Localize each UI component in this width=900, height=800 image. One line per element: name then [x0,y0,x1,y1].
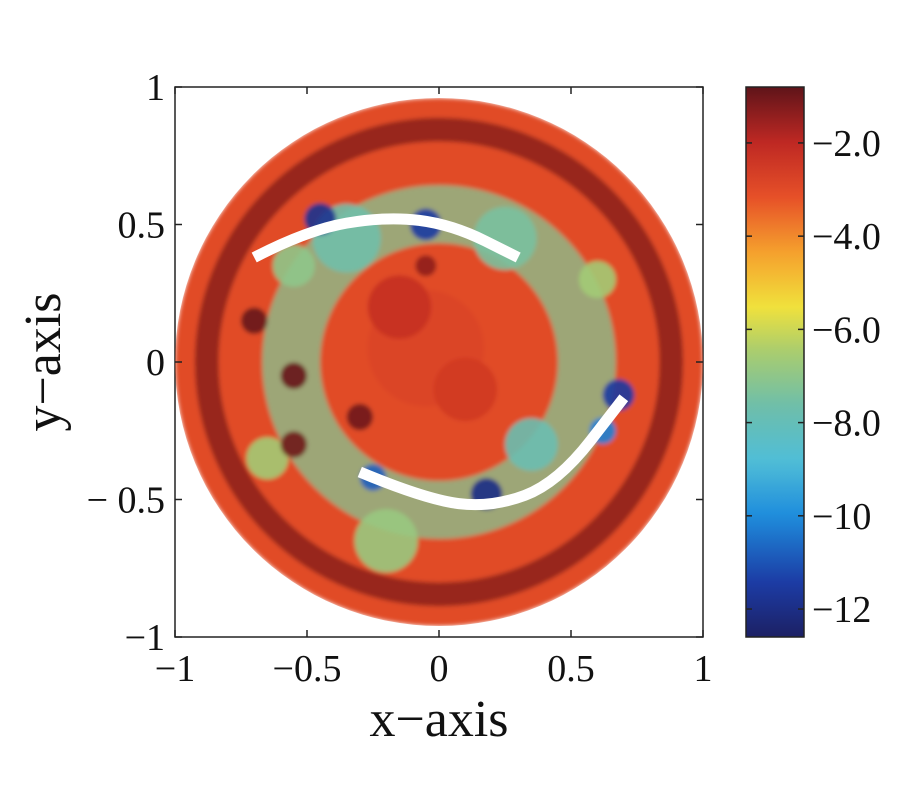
heatmap-blob [473,206,537,270]
plot-area: −1 −0.5 0 0.5 1 −1 − 0.5 0 0.5 1 [87,67,713,690]
heatmap-blob [354,509,418,573]
arc-overlay-2 [357,394,629,511]
arc-overlay-1 [251,213,521,263]
y-axis-ticks: −1 − 0.5 0 0.5 1 [87,67,703,659]
heatmap-blob [246,437,289,480]
heatmap-blob [367,275,432,339]
heatmap-blob [280,431,307,458]
colorbar-gradient [745,86,805,638]
colorbar-tick-label: −8.0 [812,403,881,445]
heatmap-blob [241,307,268,334]
y-tick-label: 0.5 [118,205,166,247]
heatmap-ring [262,185,616,539]
heatmap-blob [505,418,558,471]
y-axis-title: y−axis [15,292,72,431]
x-axis-ticks: −1 −0.5 0 0.5 1 [155,87,713,690]
y-tick-label: − 0.5 [87,480,165,522]
arc-overlays [251,213,629,511]
x-tick-label: 1 [694,648,713,690]
heatmap-blob [415,255,437,277]
heatmap-blob [346,403,373,431]
heatmap-ring [194,117,684,607]
y-tick-label: −1 [125,617,165,659]
heatmap-blob [280,362,307,389]
y-tick-label: 1 [146,67,165,109]
x-tick-label: 0.5 [547,648,595,690]
heatmap-blob [578,261,616,298]
colorbar: −2.0 −4.0 −6.0 −8.0 −10 −12 [745,86,881,638]
heatmap-blob [272,244,315,287]
colorbar-tick-label: −6.0 [812,309,881,351]
colorbar-tick-label: −12 [812,589,871,631]
x-tick-label: −1 [155,648,195,690]
y-tick-label: 0 [146,342,165,384]
x-tick-label: −0.5 [273,648,342,690]
x-tick-label: 0 [430,648,449,690]
colorbar-tick-label: −4.0 [812,216,881,258]
heatmap-field [175,98,703,626]
colorbar-tick-label: −10 [812,496,871,538]
x-axis-title: x−axis [369,691,508,748]
colorbar-ticks: −2.0 −4.0 −6.0 −8.0 −10 −12 [746,123,881,631]
colorbar-tick-label: −2.0 [812,123,881,165]
heatmap-blob [433,357,498,422]
